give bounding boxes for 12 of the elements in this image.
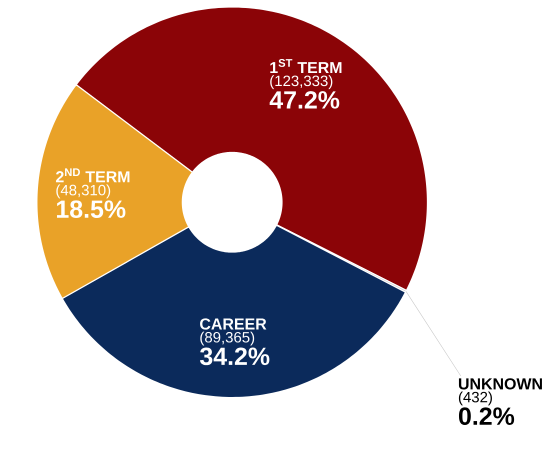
text: 34.2% [200,347,270,365]
text: 47.2% [270,90,340,108]
slice-label: UNKNOWN [458,378,542,390]
data-label: (89,365) [200,331,254,346]
text: 18.5% [56,200,126,218]
slice-label: 1$^{ST}$ TERM [270,58,342,73]
slice-label: CAREER [200,318,266,330]
slice-label: 2$^{ND}$ TERM [56,168,130,182]
data-label: (432) [458,391,492,406]
text: 0.2% [458,407,514,425]
data-label: (48,310) [56,184,110,198]
data-label: (123,333) [270,74,332,89]
